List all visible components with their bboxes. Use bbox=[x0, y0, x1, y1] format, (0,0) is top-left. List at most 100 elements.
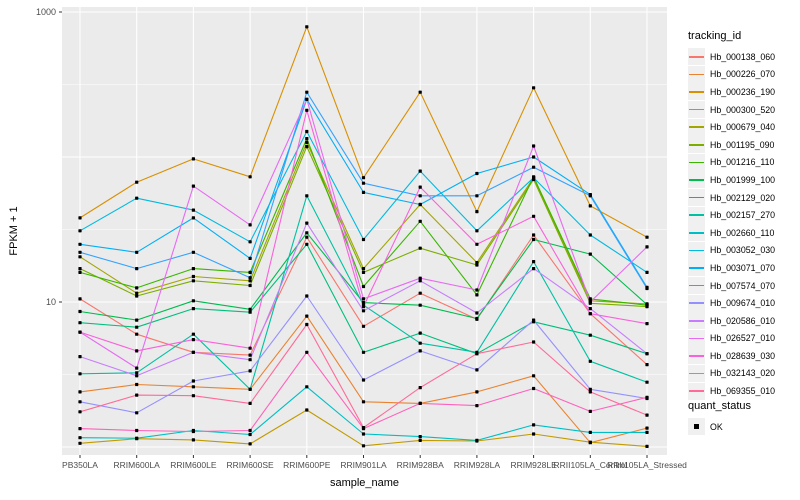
legend-item-label: Hb_020586_010 bbox=[710, 315, 776, 326]
data-point bbox=[78, 216, 82, 220]
data-point bbox=[361, 309, 366, 313]
panel-background bbox=[62, 7, 667, 455]
data-point bbox=[305, 350, 309, 354]
legend-item: Hb_032143_020 bbox=[688, 364, 800, 383]
data-point bbox=[418, 341, 422, 345]
data-point bbox=[532, 318, 536, 322]
data-point bbox=[418, 438, 422, 442]
data-point bbox=[135, 436, 139, 440]
legend-item: Hb_003071_070 bbox=[688, 259, 800, 277]
data-point bbox=[418, 219, 422, 223]
legend-color-line-icon bbox=[689, 337, 704, 340]
legend-key bbox=[688, 206, 705, 224]
data-point bbox=[191, 274, 195, 279]
data-point bbox=[475, 352, 479, 356]
legend-item-label: Hb_032143_020 bbox=[710, 368, 776, 379]
legend-item-label: Hb_001999_100 bbox=[710, 174, 776, 185]
data-point bbox=[475, 288, 479, 292]
data-point bbox=[191, 250, 195, 254]
data-point bbox=[191, 350, 195, 354]
data-point bbox=[78, 255, 82, 259]
data-point bbox=[418, 185, 422, 189]
data-point bbox=[191, 379, 195, 383]
data-point bbox=[588, 440, 592, 444]
data-point bbox=[305, 97, 309, 101]
data-point bbox=[645, 245, 649, 249]
data-point bbox=[588, 387, 592, 391]
legend-quant-status: quant_status OK bbox=[688, 400, 800, 436]
data-point bbox=[361, 237, 366, 242]
data-point bbox=[418, 276, 422, 280]
data-point bbox=[248, 310, 252, 314]
data-point bbox=[361, 378, 366, 382]
data-point bbox=[248, 369, 252, 373]
data-point bbox=[418, 349, 422, 353]
data-point bbox=[418, 401, 422, 405]
data-point bbox=[588, 409, 592, 413]
data-point bbox=[361, 301, 366, 305]
data-point bbox=[475, 242, 479, 246]
data-point bbox=[305, 129, 309, 134]
legend-color-line-icon bbox=[689, 267, 704, 269]
legend-key bbox=[688, 118, 705, 136]
data-point bbox=[588, 300, 592, 304]
data-point bbox=[78, 242, 82, 246]
data-point bbox=[135, 411, 139, 415]
data-point bbox=[475, 316, 479, 321]
data-point bbox=[135, 196, 139, 200]
legend-item: Hb_002157_270 bbox=[688, 206, 800, 224]
legend-key bbox=[688, 65, 705, 83]
legend-item: Hb_028639_030 bbox=[688, 347, 800, 365]
data-point bbox=[78, 321, 82, 325]
legend-color-line-icon bbox=[689, 214, 704, 216]
data-point bbox=[78, 410, 82, 414]
data-point bbox=[475, 210, 479, 214]
data-point bbox=[645, 303, 649, 307]
data-point bbox=[645, 363, 649, 367]
data-point bbox=[248, 256, 252, 260]
data-point bbox=[645, 413, 649, 417]
data-point bbox=[305, 314, 309, 318]
legend-color-line-icon bbox=[689, 302, 704, 304]
data-point bbox=[78, 229, 82, 233]
data-point bbox=[645, 270, 649, 274]
data-point bbox=[645, 322, 649, 326]
data-point bbox=[361, 297, 366, 301]
legend-item-label: Hb_002157_270 bbox=[710, 210, 776, 221]
data-point bbox=[135, 428, 139, 433]
x-tick-label: RRII105LA_Stressed bbox=[607, 460, 687, 470]
data-point bbox=[191, 385, 195, 389]
data-point bbox=[248, 276, 252, 280]
data-point bbox=[645, 286, 649, 291]
data-point bbox=[135, 366, 139, 370]
legend-color-line-icon bbox=[689, 249, 704, 252]
data-point bbox=[361, 444, 366, 448]
data-point bbox=[361, 426, 366, 430]
data-point bbox=[191, 279, 195, 283]
legend-item: Hb_000236_190 bbox=[688, 83, 800, 101]
y-tick-label: 10 bbox=[46, 297, 56, 307]
data-point bbox=[418, 169, 422, 173]
legend-key bbox=[688, 101, 705, 119]
data-point bbox=[135, 180, 139, 184]
data-point bbox=[418, 435, 422, 439]
data-point bbox=[191, 338, 195, 342]
data-point bbox=[645, 380, 649, 384]
data-point bbox=[135, 318, 139, 322]
data-point bbox=[191, 216, 195, 220]
data-point bbox=[361, 400, 366, 404]
data-point bbox=[78, 309, 82, 314]
data-point bbox=[135, 382, 139, 387]
data-point bbox=[361, 305, 366, 309]
data-point bbox=[588, 204, 592, 208]
data-point bbox=[418, 90, 422, 94]
data-point bbox=[588, 390, 592, 394]
data-point bbox=[361, 324, 366, 328]
data-point bbox=[248, 346, 252, 350]
data-point bbox=[248, 270, 252, 274]
data-point bbox=[248, 240, 252, 244]
data-point bbox=[78, 427, 82, 431]
x-tick-label: RRIM928LA bbox=[454, 460, 501, 470]
legend-color-line-icon bbox=[689, 231, 704, 234]
